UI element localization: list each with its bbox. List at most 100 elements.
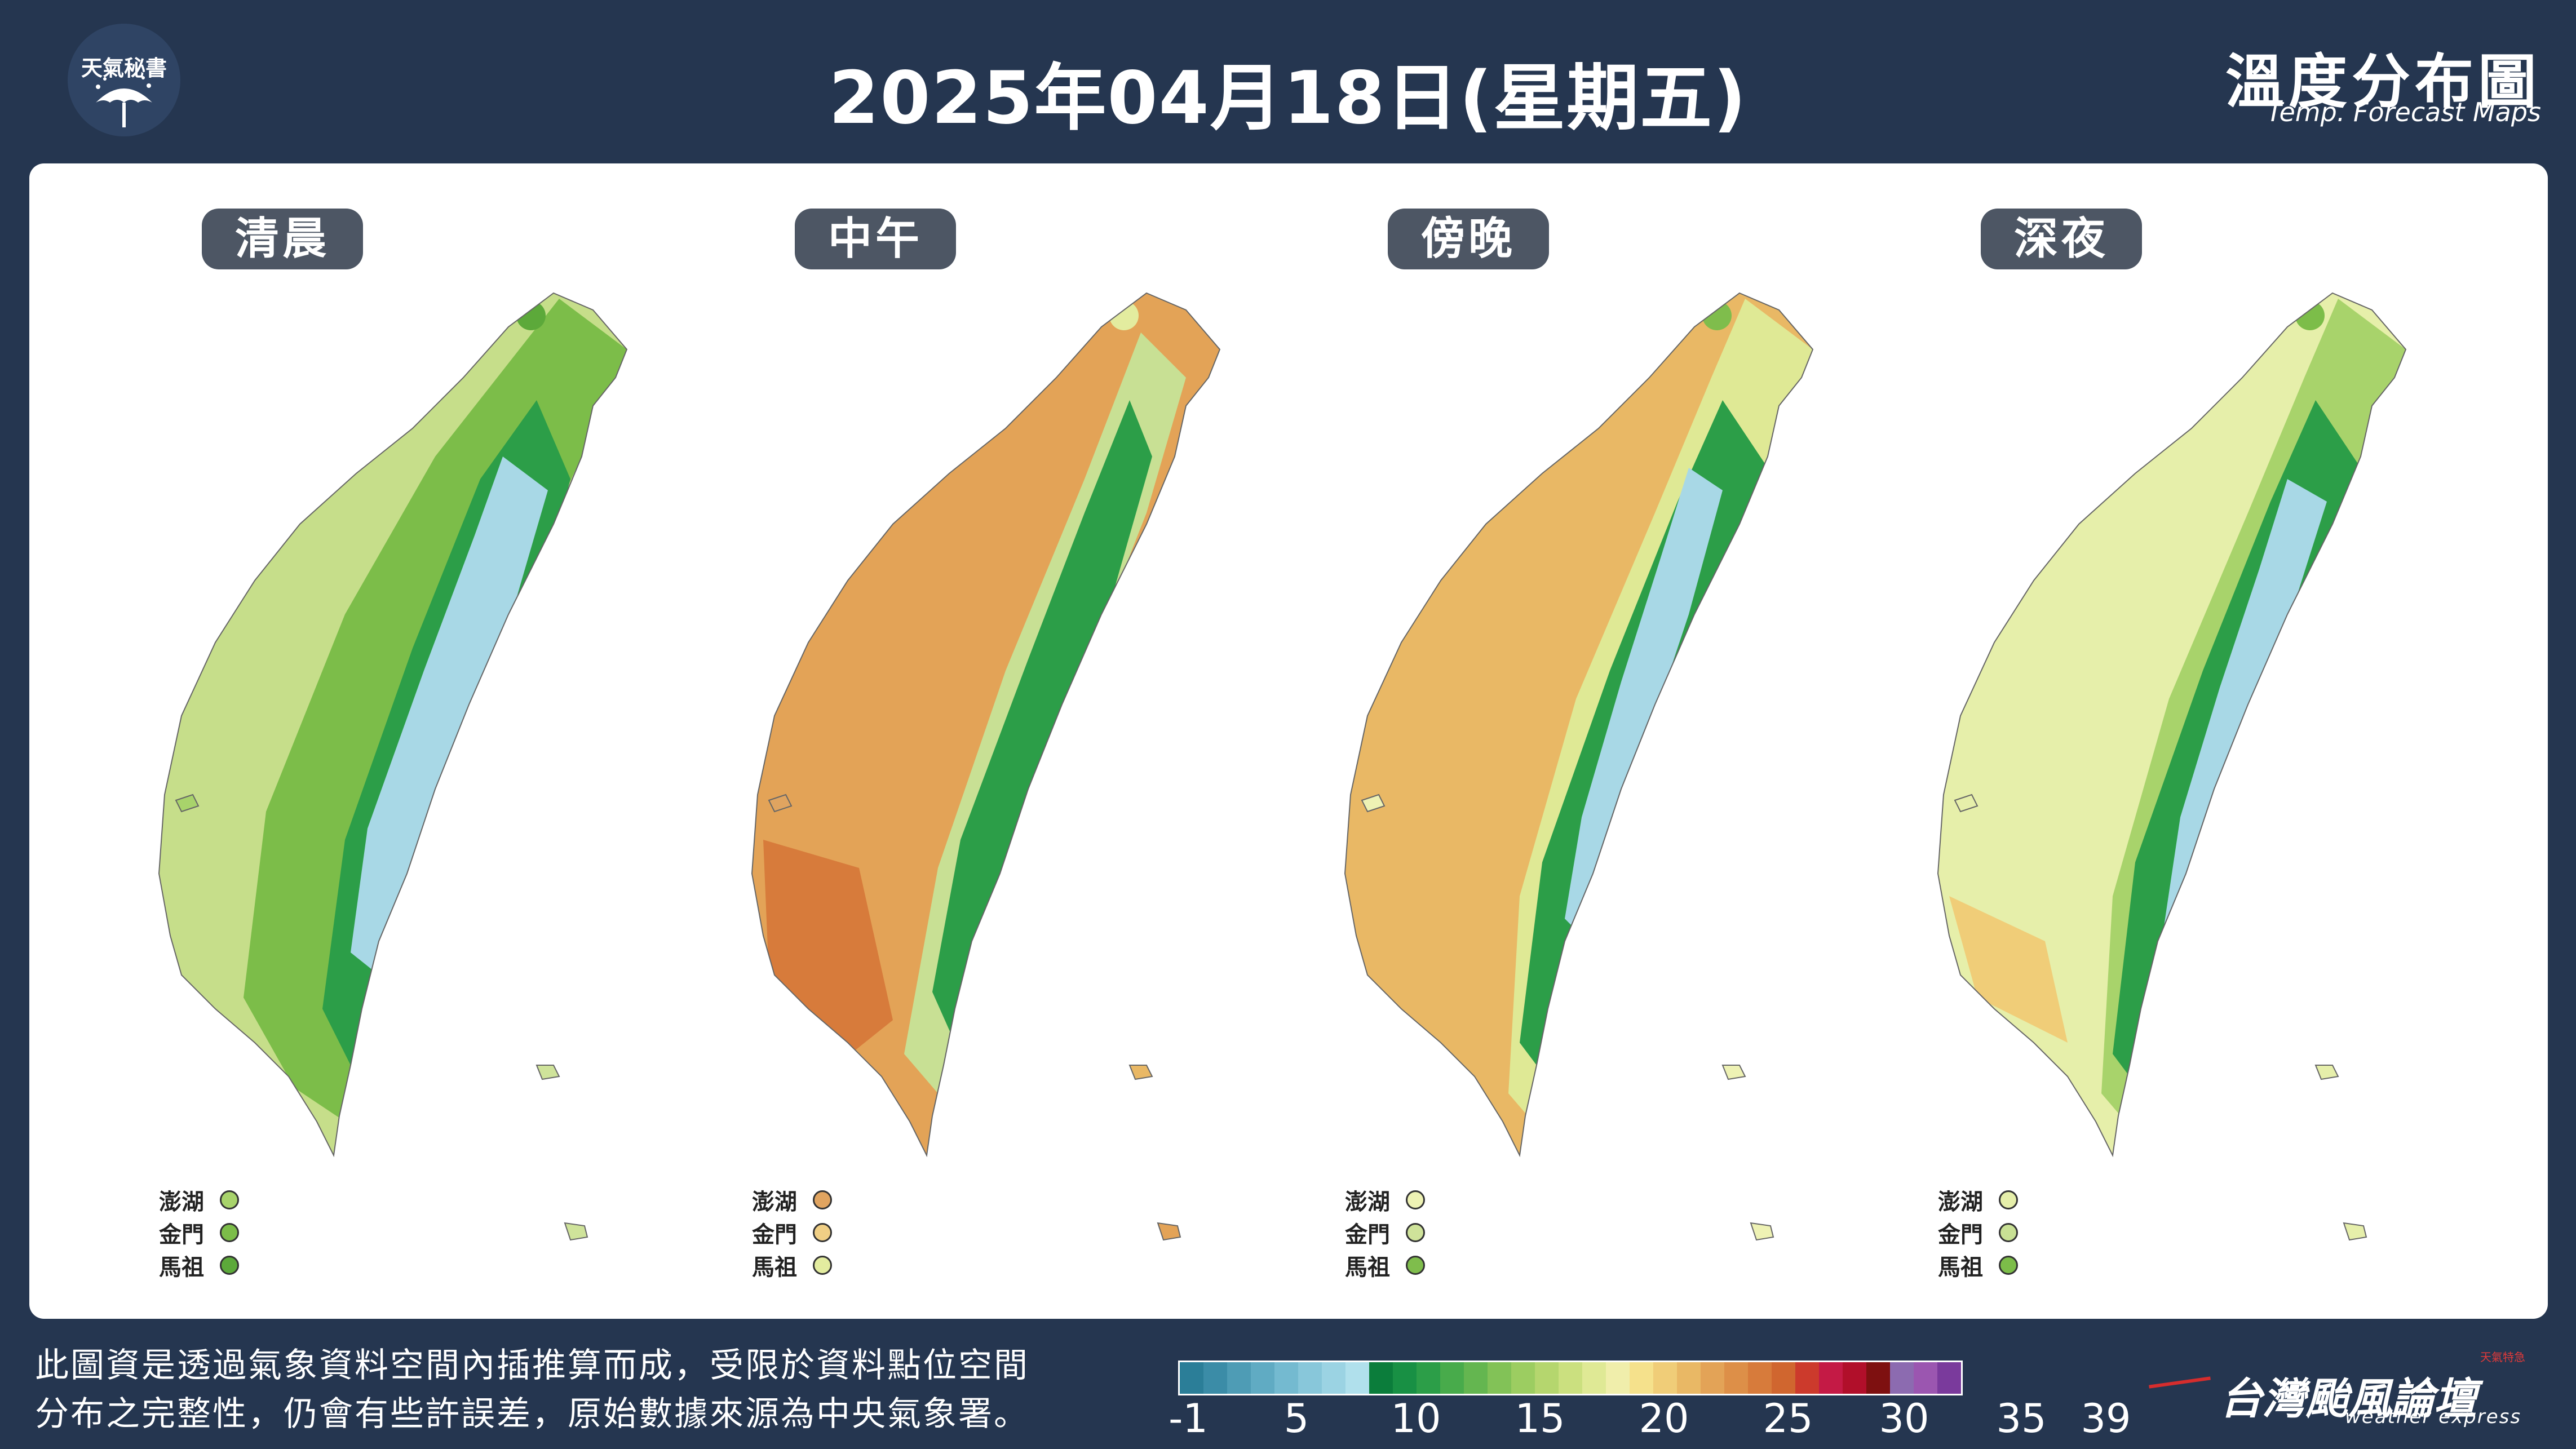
island-temp-dot <box>1999 1256 2018 1275</box>
colorbar-tick: 30 <box>1879 1395 1929 1442</box>
colorbar-segment <box>1227 1362 1251 1394</box>
colorbar-segment <box>1701 1362 1724 1394</box>
island-temp-dot <box>813 1223 832 1242</box>
colorbar-segment <box>1274 1362 1298 1394</box>
island-row: 馬祖 <box>1938 1249 2018 1282</box>
island-row: 金門 <box>1345 1216 1425 1249</box>
colorbar-segment <box>1535 1362 1559 1394</box>
island-name: 馬祖 <box>752 1255 797 1280</box>
colorbar-segment <box>1748 1362 1772 1394</box>
map-noon: 中午 澎湖 金門 <box>622 163 1242 1319</box>
colorbar-segment <box>1417 1362 1440 1394</box>
offshore-islands-legend: 澎湖 金門 馬祖 <box>752 1184 832 1282</box>
time-label: 中午 <box>795 209 956 269</box>
colorbar-tick: 10 <box>1391 1395 1441 1442</box>
island-temp-dot <box>813 1190 832 1209</box>
island-name: 馬祖 <box>1345 1255 1390 1280</box>
map-panel: 清晨 澎湖 金門 <box>29 163 2548 1319</box>
island-temp-dot <box>1999 1223 2018 1242</box>
island-temp-dot <box>220 1190 239 1209</box>
colorbar-segment <box>1653 1362 1677 1394</box>
colorbar-segment <box>1393 1362 1417 1394</box>
colorbar-segment <box>1795 1362 1819 1394</box>
colorbar-tick: -1 <box>1169 1395 1208 1442</box>
offshore-islands-legend: 澎湖 金門 馬祖 <box>1345 1184 1425 1282</box>
colorbar-segment <box>1559 1362 1582 1394</box>
colorbar-segment <box>1866 1362 1890 1394</box>
time-label: 清晨 <box>202 209 363 269</box>
colorbar-segment <box>1582 1362 1606 1394</box>
colorbar-segment <box>1914 1362 1937 1394</box>
data-disclaimer: 此圖資是透過氣象資料空間內插推算而成，受限於資料點位空間 分布之完整性，仍會有些… <box>35 1341 1029 1438</box>
island-temp-dot <box>1406 1223 1425 1242</box>
temperature-map <box>1344 292 1814 1241</box>
island-name: 澎湖 <box>1938 1189 1983 1215</box>
island-temp-dot <box>220 1223 239 1242</box>
colorbar-tick: 25 <box>1763 1395 1813 1442</box>
island-row: 澎湖 <box>752 1184 832 1216</box>
temperature-colorbar <box>1178 1361 1963 1395</box>
colorbar-segment <box>1772 1362 1795 1394</box>
island-row: 金門 <box>159 1216 239 1249</box>
colorbar-segment <box>1180 1362 1203 1394</box>
island-temp-dot <box>220 1256 239 1275</box>
island-name: 馬祖 <box>159 1255 204 1280</box>
island-name: 金門 <box>159 1222 204 1248</box>
colorbar-tick: 39 <box>2081 1395 2131 1442</box>
colorbar-segment <box>1937 1362 1961 1394</box>
typhoon-forum-badge: 天氣特急 <box>2480 1350 2525 1364</box>
island-row: 澎湖 <box>159 1184 239 1216</box>
island-name: 澎湖 <box>1345 1189 1390 1215</box>
time-label: 傍晚 <box>1388 209 1549 269</box>
colorbar-segment <box>1440 1362 1464 1394</box>
island-row: 金門 <box>752 1216 832 1249</box>
island-name: 馬祖 <box>1938 1255 1983 1280</box>
colorbar-tick: 5 <box>1283 1395 1309 1442</box>
temperature-map <box>1937 292 2407 1241</box>
island-name: 金門 <box>1345 1222 1390 1248</box>
island-name: 金門 <box>752 1222 797 1248</box>
logo-text: 天氣秘書 <box>81 55 167 81</box>
island-name: 澎湖 <box>752 1189 797 1215</box>
map-late-night: 深夜 澎湖 金門 <box>1808 163 2428 1319</box>
colorbar-segment <box>1630 1362 1653 1394</box>
colorbar-segment <box>1203 1362 1227 1394</box>
temperature-map <box>158 292 628 1241</box>
time-label: 深夜 <box>1981 209 2142 269</box>
map-early-morning: 清晨 澎湖 金門 <box>29 163 649 1319</box>
island-row: 馬祖 <box>752 1249 832 1282</box>
island-temp-dot <box>1406 1256 1425 1275</box>
offshore-islands-legend: 澎湖 金門 馬祖 <box>159 1184 239 1282</box>
island-row: 澎湖 <box>1938 1184 2018 1216</box>
colorbar-segment <box>1345 1362 1369 1394</box>
island-row: 金門 <box>1938 1216 2018 1249</box>
weather-secretary-logo: 天氣秘書 <box>68 24 180 136</box>
colorbar-segment <box>1511 1362 1535 1394</box>
colorbar-segment <box>1488 1362 1511 1394</box>
colorbar-segment <box>1724 1362 1748 1394</box>
colorbar-ticks: -1 5 10 15 20 25 30 35 39 <box>0 1395 2576 1442</box>
colorbar-segment <box>1677 1362 1701 1394</box>
colorbar-segment <box>1464 1362 1488 1394</box>
island-temp-dot <box>1999 1190 2018 1209</box>
map-evening: 傍晚 澎湖 金門 <box>1215 163 1835 1319</box>
typhoon-forum-brand: 台灣颱風論壇 <box>2220 1373 2477 1424</box>
colorbar-segment <box>1251 1362 1274 1394</box>
island-name: 澎湖 <box>159 1189 204 1215</box>
island-row: 馬祖 <box>159 1249 239 1282</box>
island-row: 馬祖 <box>1345 1249 1425 1282</box>
island-name: 金門 <box>1938 1222 1983 1248</box>
colorbar-segment <box>1369 1362 1393 1394</box>
colorbar-segment <box>1843 1362 1866 1394</box>
colorbar-segment <box>1298 1362 1322 1394</box>
colorbar-tick: 15 <box>1515 1395 1565 1442</box>
temperature-map <box>751 292 1221 1241</box>
umbrella-icon <box>96 76 152 127</box>
colorbar-segment <box>1819 1362 1843 1394</box>
island-row: 澎湖 <box>1345 1184 1425 1216</box>
colorbar-segment <box>1890 1362 1914 1394</box>
colorbar-tick: 35 <box>1996 1395 2047 1442</box>
island-temp-dot <box>813 1256 832 1275</box>
colorbar-segment <box>1606 1362 1630 1394</box>
colorbar-segment <box>1322 1362 1345 1394</box>
